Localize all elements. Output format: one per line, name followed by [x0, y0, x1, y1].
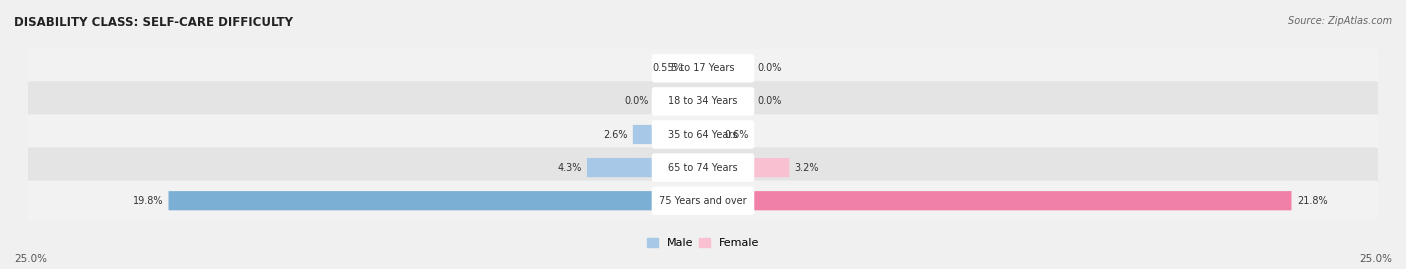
Text: 5 to 17 Years: 5 to 17 Years: [671, 63, 735, 73]
Text: 25.0%: 25.0%: [14, 254, 46, 264]
Text: 3.2%: 3.2%: [794, 162, 820, 173]
Text: 0.55%: 0.55%: [652, 63, 683, 73]
Text: 18 to 34 Years: 18 to 34 Years: [668, 96, 738, 107]
Text: 19.8%: 19.8%: [132, 196, 163, 206]
Text: DISABILITY CLASS: SELF-CARE DIFFICULTY: DISABILITY CLASS: SELF-CARE DIFFICULTY: [14, 16, 292, 29]
FancyBboxPatch shape: [652, 54, 754, 83]
Text: 75 Years and over: 75 Years and over: [659, 196, 747, 206]
Text: 0.0%: 0.0%: [756, 63, 782, 73]
FancyBboxPatch shape: [652, 186, 754, 215]
FancyBboxPatch shape: [27, 48, 1379, 89]
FancyBboxPatch shape: [703, 158, 789, 177]
FancyBboxPatch shape: [27, 81, 1379, 122]
FancyBboxPatch shape: [703, 125, 720, 144]
Text: 0.0%: 0.0%: [624, 96, 650, 107]
Text: 0.6%: 0.6%: [724, 129, 749, 140]
Legend: Male, Female: Male, Female: [643, 234, 763, 253]
FancyBboxPatch shape: [633, 125, 703, 144]
Text: 21.8%: 21.8%: [1296, 196, 1327, 206]
FancyBboxPatch shape: [652, 120, 754, 149]
Text: 0.0%: 0.0%: [756, 96, 782, 107]
Text: Source: ZipAtlas.com: Source: ZipAtlas.com: [1288, 16, 1392, 26]
FancyBboxPatch shape: [652, 153, 754, 182]
Text: 65 to 74 Years: 65 to 74 Years: [668, 162, 738, 173]
FancyBboxPatch shape: [688, 59, 703, 78]
Text: 35 to 64 Years: 35 to 64 Years: [668, 129, 738, 140]
FancyBboxPatch shape: [703, 191, 1292, 210]
Text: 25.0%: 25.0%: [1360, 254, 1392, 264]
Text: 2.6%: 2.6%: [603, 129, 627, 140]
FancyBboxPatch shape: [169, 191, 703, 210]
FancyBboxPatch shape: [586, 158, 703, 177]
FancyBboxPatch shape: [652, 87, 754, 116]
Text: 4.3%: 4.3%: [557, 162, 582, 173]
FancyBboxPatch shape: [27, 147, 1379, 188]
FancyBboxPatch shape: [27, 114, 1379, 155]
FancyBboxPatch shape: [27, 180, 1379, 221]
